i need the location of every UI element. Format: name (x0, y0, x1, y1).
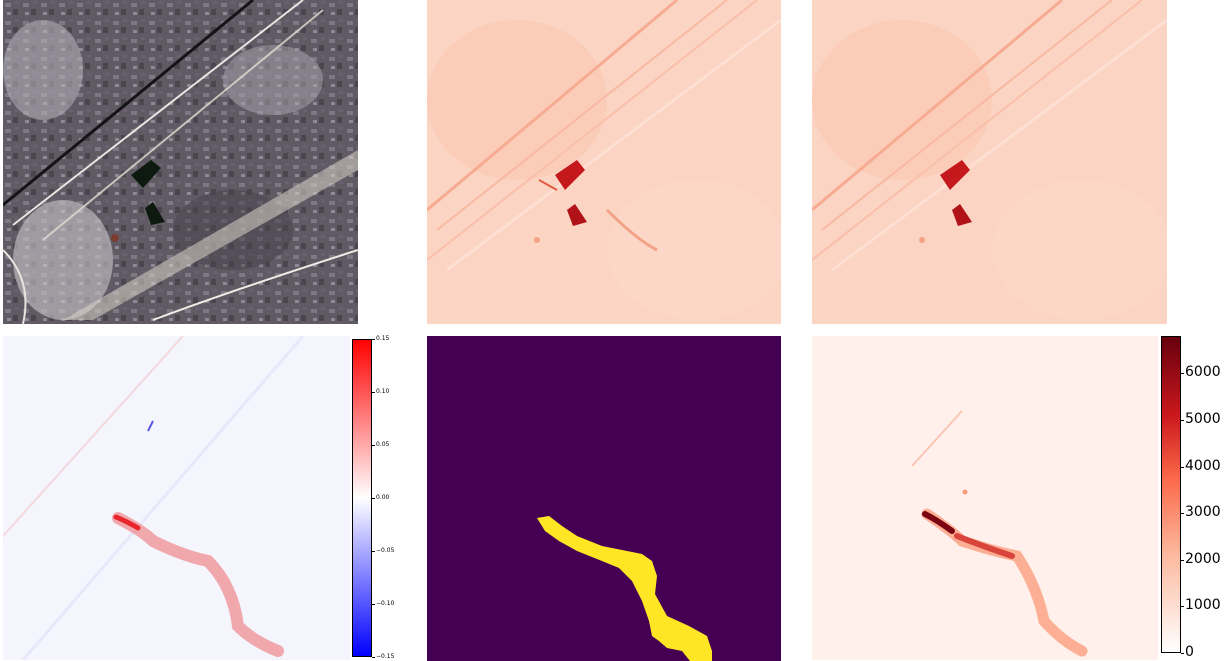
enh-colorbar-tick-label: 2000 (1185, 551, 1221, 567)
reds-map-b (812, 0, 1167, 324)
enh-colorbar-tick-label: 5000 (1185, 411, 1221, 427)
mask-background (427, 336, 781, 661)
diff-colorbar-tick-label: −0.15 (376, 653, 395, 660)
enh-colorbar-tick-label: 0 (1185, 644, 1194, 660)
diff-colorbar-tick-label: 0.05 (376, 441, 390, 448)
diff-colorbar-tick-label: −0.05 (376, 547, 395, 554)
reds-map-a (427, 0, 781, 324)
enh-colorbar-tick-label: 6000 (1185, 364, 1221, 380)
diff-colorbar-tickmark (372, 498, 375, 499)
diff-colorbar-tickmark (372, 392, 375, 393)
rgb-satellite-image (3, 0, 358, 324)
enh-colorbar-tickmark (1181, 560, 1184, 561)
enh-colorbar-tickmark (1181, 606, 1184, 607)
diff-colorbar-tick-label: 0.10 (376, 388, 390, 395)
diff-colorbar-tickmark (372, 604, 375, 605)
diff-colorbar-tickmark (372, 445, 375, 446)
diff-colorbar-tickmark (372, 339, 375, 340)
mask-plume (537, 516, 712, 661)
enh-colorbar-tickmark (1181, 420, 1184, 421)
diff-colorbar-tick-label: −0.10 (376, 600, 395, 607)
difference-map (3, 336, 350, 660)
enh-colorbar-tick-label: 1000 (1185, 597, 1221, 613)
binary-mask (427, 336, 781, 661)
enhancement-colorbar (1161, 336, 1181, 653)
enh-colorbar-tickmark (1181, 373, 1184, 374)
enh-colorbar-tickmark (1181, 513, 1184, 514)
difference-colorbar (352, 339, 372, 657)
enh-colorbar-tick-label: 3000 (1185, 504, 1221, 520)
enh-colorbar-tick-label: 4000 (1185, 458, 1221, 474)
enhancement-map (812, 336, 1158, 660)
diff-colorbar-tickmark (372, 551, 375, 552)
diff-colorbar-tick-label: 0.00 (376, 494, 390, 501)
enh-colorbar-tickmark (1181, 467, 1184, 468)
diff-colorbar-tick-label: 0.15 (376, 335, 390, 342)
diff-colorbar-tickmark (372, 657, 375, 658)
enh-colorbar-tickmark (1181, 653, 1184, 654)
